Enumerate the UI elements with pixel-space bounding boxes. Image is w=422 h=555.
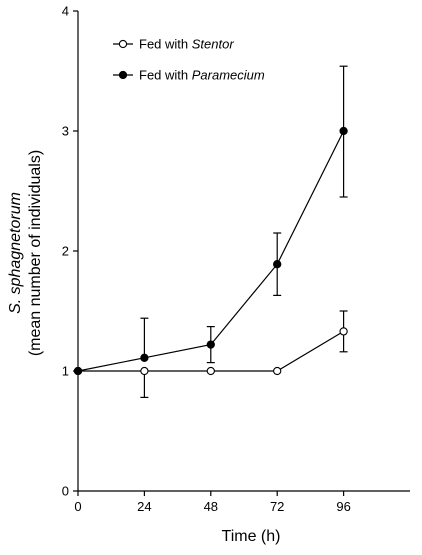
error-bar-stentor xyxy=(140,371,149,398)
legend-label: Fed with Paramecium xyxy=(139,68,265,83)
legend-label-prefix: Fed with xyxy=(139,37,192,52)
series-stentor xyxy=(73,310,348,398)
data-point-stentor xyxy=(206,366,215,376)
legend-item-stentor: Fed with Stentor xyxy=(113,37,234,52)
data-point-stentor xyxy=(273,366,282,376)
y-tick-label: 4 xyxy=(62,4,69,19)
x-tick-label: 48 xyxy=(204,499,218,514)
legend-label: Fed with Stentor xyxy=(139,37,234,52)
x-tick-label: 72 xyxy=(270,499,284,514)
y-axis-title-detail: (mean number of individuals) xyxy=(27,150,44,356)
y-axis-title-species: S. sphagnetorum xyxy=(7,192,24,314)
x-tick-label: 24 xyxy=(137,499,151,514)
legend-label-organism: Stentor xyxy=(192,37,235,52)
legend-label-organism: Paramecium xyxy=(192,68,265,83)
x-axis-title: Time (h) xyxy=(222,528,281,545)
data-point-paramecium xyxy=(206,340,215,349)
legend-label-prefix: Fed with xyxy=(139,68,192,83)
y-tick-label: 2 xyxy=(62,244,69,259)
data-point-stentor xyxy=(140,366,149,376)
data-point-paramecium xyxy=(273,260,282,269)
series-paramecium xyxy=(73,65,348,376)
y-tick-label: 1 xyxy=(62,364,69,379)
y-tick-label: 0 xyxy=(62,484,69,499)
x-tick-label: 96 xyxy=(336,499,350,514)
axes: 0 1 2 3 4 0 24 48 72 96 Time (h) S. sphagnetorum (me… xyxy=(7,4,410,545)
data-point-paramecium xyxy=(339,126,348,136)
x-tick-label: 0 xyxy=(74,499,81,514)
y-tick-label: 3 xyxy=(62,124,69,139)
data-point-paramecium xyxy=(73,366,83,376)
data-point-paramecium xyxy=(140,353,149,362)
error-bar-paramecium xyxy=(140,317,149,358)
legend-marker xyxy=(118,39,128,49)
series-layer xyxy=(73,65,348,398)
legend-marker xyxy=(118,70,128,80)
legend-item-paramecium: Fed with Paramecium xyxy=(113,68,265,83)
data-point-stentor xyxy=(339,327,348,336)
